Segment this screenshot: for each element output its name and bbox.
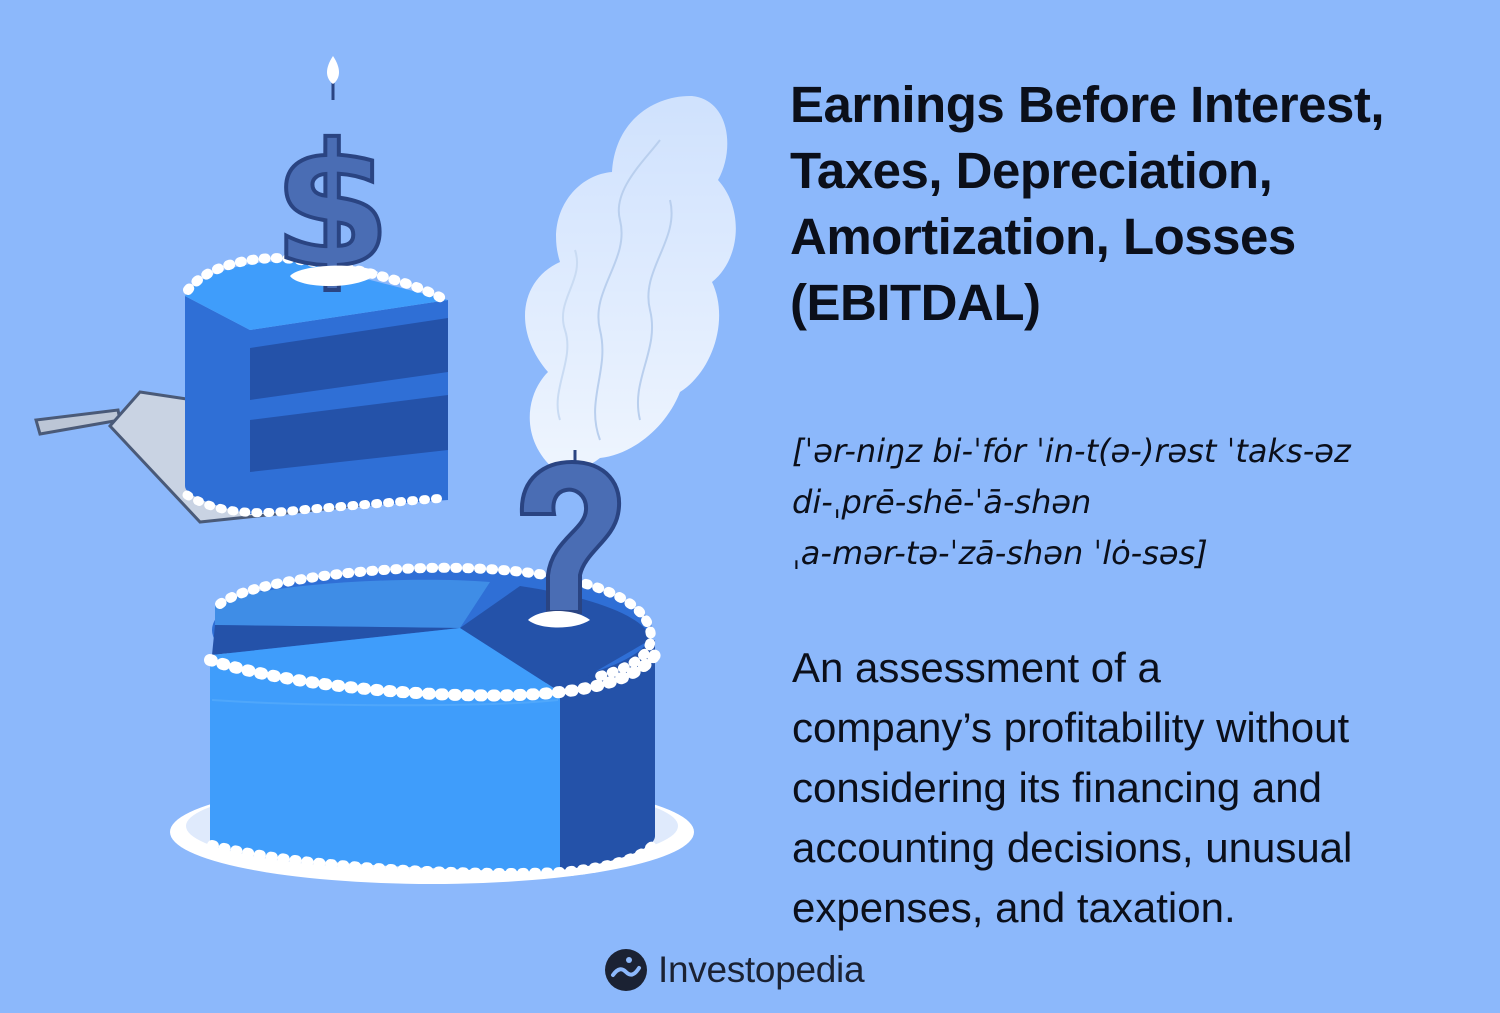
pronunciation-line: ˌa-mər-tə-ˈzā-shən ˈlȯ-səs]: [792, 534, 1208, 572]
pronunciation-line: di-ˌprē-shē-ˈā-shən: [792, 483, 1092, 521]
definition-line: expenses, and taxation.: [792, 884, 1236, 931]
investopedia-logo-icon: [605, 949, 647, 991]
cake-illustration: $: [34, 56, 736, 884]
title-line: Taxes, Depreciation,: [790, 142, 1273, 199]
title-line: (EBITDAL): [790, 274, 1041, 331]
candle-flame: [327, 56, 339, 84]
brand-name: Investopedia: [658, 949, 865, 990]
definition-line: considering its financing and: [792, 764, 1323, 811]
investopedia-logo: Investopedia: [604, 944, 865, 996]
definition-line: An assessment of a: [792, 644, 1161, 691]
definition-line: accounting decisions, unusual: [792, 824, 1353, 871]
pronunciation-line: [ˈər-niŋz bi-ˈfȯr ˈin-t(ə-)rəst ˈtaks-əz: [792, 432, 1351, 470]
cake-body: [210, 662, 560, 872]
page-title: Earnings Before Interest, Taxes, Depreci…: [790, 72, 1490, 336]
cake-top-frosting: [215, 562, 656, 681]
pronunciation: [ˈər-niŋz bi-ˈfȯr ˈin-t(ə-)rəst ˈtaks-əz…: [792, 426, 1492, 579]
definition-line: company’s profitability without: [792, 704, 1350, 751]
title-line: Amortization, Losses: [790, 208, 1296, 265]
title-line: Earnings Before Interest,: [790, 76, 1385, 133]
cake-bottom-frosting: [207, 835, 661, 878]
dollar-sign-candle: $: [271, 56, 393, 308]
definition: An assessment of a company’s profitabili…: [792, 638, 1492, 938]
cake-slice: [34, 253, 450, 524]
smoke: [525, 95, 736, 472]
question-mark-candle: [519, 450, 622, 628]
